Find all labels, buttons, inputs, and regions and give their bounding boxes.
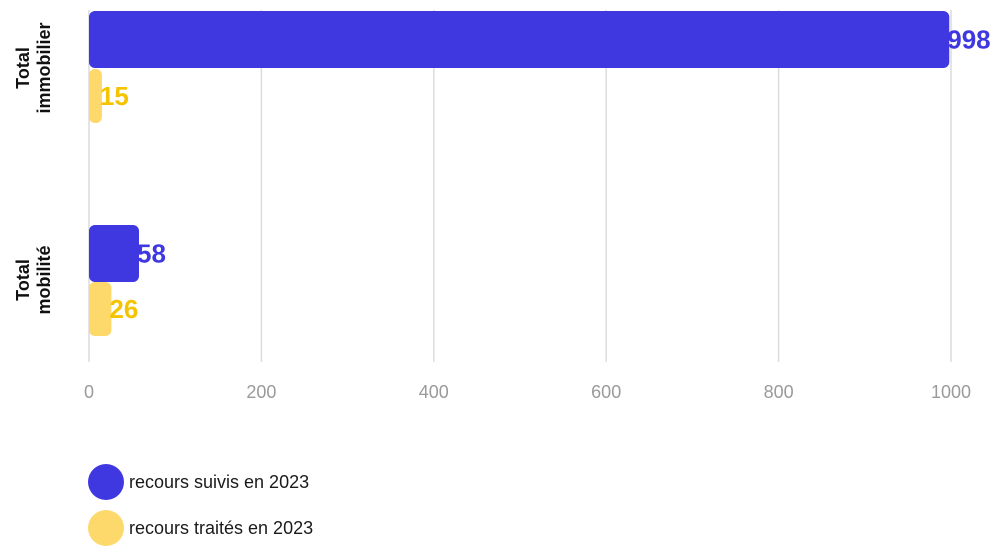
data-label: 26 [109,294,138,324]
category-label-line: mobilité [34,245,54,314]
data-label: 58 [137,239,166,269]
bar [89,11,950,68]
legend-label-traites: recours traités en 2023 [129,517,314,538]
legend-item-traites: recours traités en 2023 [88,510,313,546]
category-label: Total immobilier [13,22,54,113]
bar [89,282,112,336]
x-tick-label: 600 [591,382,621,402]
x-tick-label: 0 [84,382,94,402]
category-label-line: Total [13,259,33,301]
x-tick-label: 800 [764,382,794,402]
x-tick-label: 400 [419,382,449,402]
x-tick-label: 200 [246,382,276,402]
legend-label-suivis: recours suivis en 2023 [129,471,310,492]
legend-swatch-traites [88,510,124,546]
data-label: 15 [100,81,129,111]
x-tick-label: 1000 [931,382,971,402]
legend-swatch-suivis [88,464,124,500]
bar [89,69,102,123]
data-label: 998 [947,25,990,55]
legend-item-suivis: recours suivis en 2023 [88,464,313,500]
category-label: Total mobilité [13,245,54,314]
bar [89,225,139,282]
category-label-line: immobilier [34,22,54,113]
legend: recours suivis en 2023 recours traités e… [88,464,313,556]
category-label-line: Total [13,47,33,89]
